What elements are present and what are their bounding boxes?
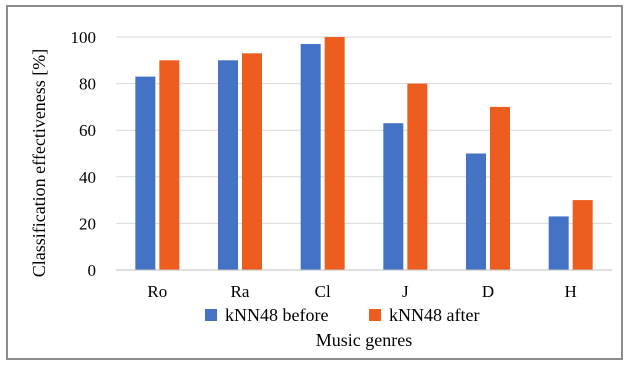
y-axis: 0 20 40 60 80 100: [71, 28, 97, 280]
bar: [548, 216, 569, 270]
y-tick-label: 100: [71, 28, 97, 47]
bar: [490, 106, 510, 271]
y-tick-label: 40: [79, 168, 96, 187]
bar: [218, 60, 238, 270]
bar: [383, 123, 404, 271]
bar: [159, 60, 180, 270]
y-tick-label: 0: [88, 261, 97, 280]
bar: [300, 43, 321, 270]
legend-label: kNN48 after: [389, 305, 479, 325]
bar: [135, 76, 156, 270]
x-axis-title: Music genres: [316, 330, 412, 350]
legend-swatch: [369, 309, 381, 321]
x-axis: Ro Ra Cl J D H: [116, 269, 612, 301]
x-tick-label: Cl: [315, 282, 331, 301]
y-tick-label: 60: [79, 121, 96, 140]
x-tick-label: J: [402, 282, 409, 301]
bar: [242, 53, 262, 271]
bar: [572, 200, 593, 270]
legend-swatch: [205, 309, 217, 321]
y-tick-label: 20: [79, 214, 96, 233]
legend-label: kNN48 before: [225, 305, 328, 325]
y-tick-label: 80: [79, 75, 96, 94]
x-tick-label: H: [565, 282, 577, 301]
bar: [324, 37, 345, 270]
bar: [466, 153, 486, 270]
bars: [135, 37, 593, 271]
x-tick-label: D: [482, 282, 494, 301]
legend: kNN48 before kNN48 after: [205, 305, 479, 325]
x-tick-label: Ra: [231, 282, 250, 301]
y-axis-title: Classification effectiveness [%]: [29, 49, 49, 278]
x-tick-label: Ro: [147, 282, 167, 301]
bar: [407, 83, 428, 270]
gridlines: [116, 36, 612, 224]
